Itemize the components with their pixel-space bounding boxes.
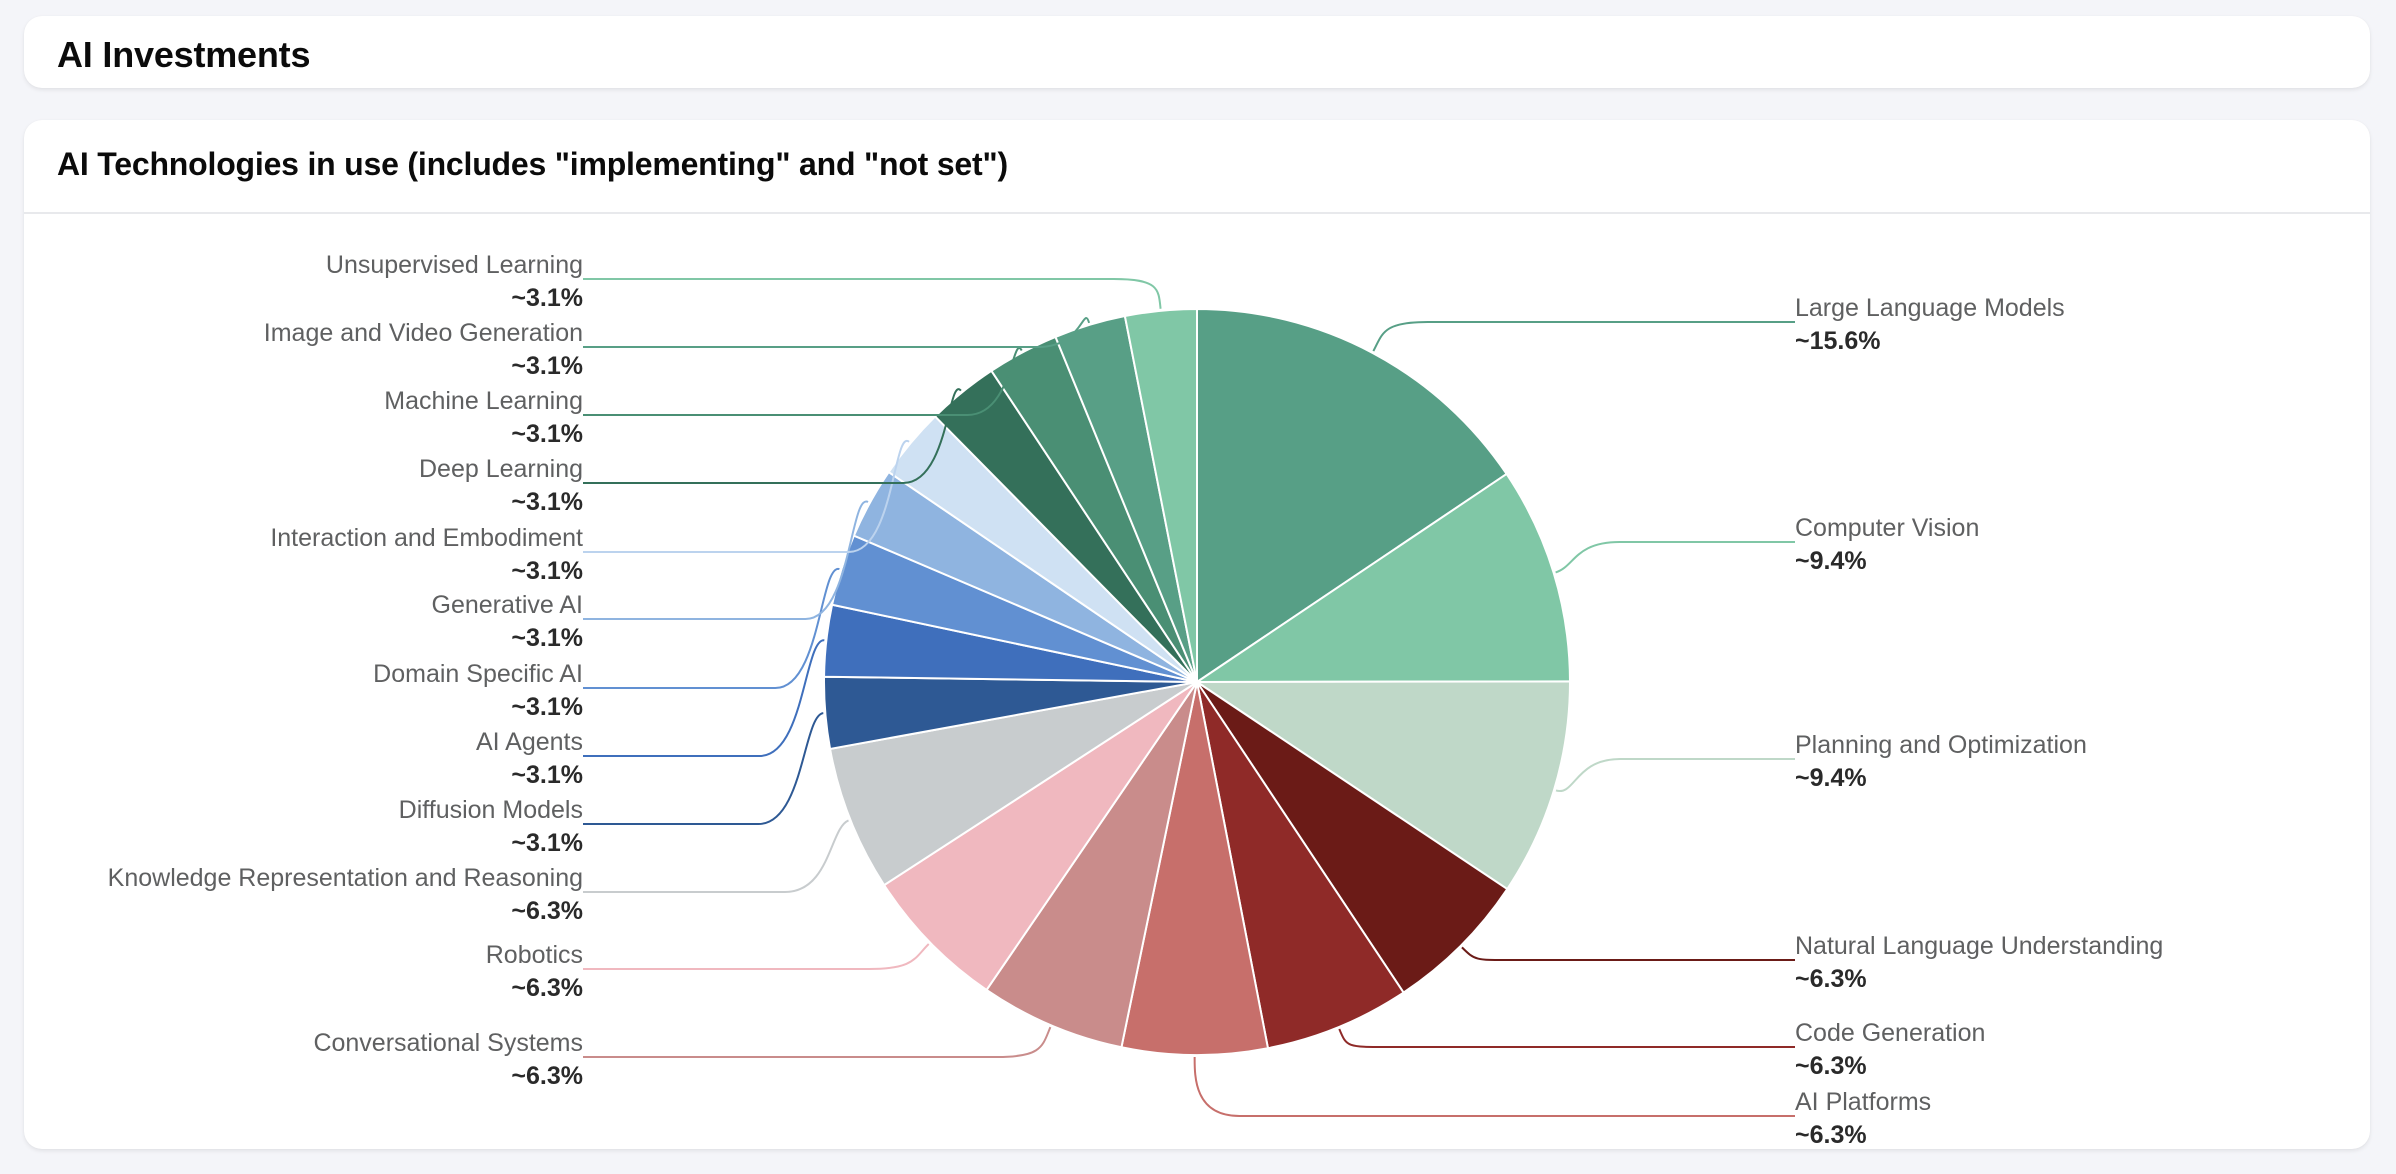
slice-label-percent: ~3.1% — [511, 761, 583, 789]
slice-label-name: Domain Specific AI — [373, 660, 583, 688]
slice-label-percent: ~3.1% — [511, 284, 583, 312]
pie-slice[interactable] — [1196, 681, 1509, 994]
pie-slice[interactable] — [1120, 681, 1270, 1056]
slice-label: Interaction and Embodiment ~3.1% — [270, 526, 583, 584]
leader-line — [1461, 946, 1795, 962]
chart-card: AI Technologies in use (includes "implem… — [24, 120, 2370, 1149]
slice-label-name: Generative AI — [431, 591, 583, 619]
slice-label-percent: ~3.1% — [511, 624, 583, 652]
slice-label: Image and Video Generation ~3.1% — [264, 321, 583, 379]
slice-label-name: Conversational Systems — [313, 1029, 583, 1057]
slice-label-name: Computer Vision — [1795, 514, 1980, 542]
slice-label: Domain Specific AI ~3.1% — [373, 662, 583, 720]
leader-line — [583, 568, 840, 689]
slice-label-name: Planning and Optimization — [1795, 731, 2087, 759]
pie-slice[interactable] — [985, 681, 1198, 1049]
leader-line — [1555, 758, 1795, 793]
slice-label-name: AI Agents — [475, 728, 583, 756]
slice-label-percent: ~6.3% — [1795, 1121, 1867, 1149]
slice-label: Code Generation ~6.3% — [1795, 1021, 1985, 1079]
pie-slice[interactable] — [882, 681, 1198, 992]
slice-label-name: Natural Language Understanding — [1795, 932, 2164, 960]
leader-line — [583, 500, 869, 620]
slice-label-percent: ~9.4% — [1795, 547, 1867, 575]
leader-line — [1372, 321, 1795, 352]
slice-label-name: Knowledge Representation and Reasoning — [107, 864, 583, 892]
chart-card-header: AI Technologies in use (includes "implem… — [24, 120, 2370, 214]
slice-label: Machine Learning ~3.1% — [384, 389, 583, 447]
slice-label-percent: ~3.1% — [511, 557, 583, 585]
leader-line — [583, 278, 1162, 309]
leader-line — [583, 943, 930, 970]
slice-label-name: Deep Learning — [418, 455, 583, 483]
leader-line — [1555, 541, 1795, 574]
pie-slice[interactable] — [1196, 307, 1508, 684]
slice-label: Planning and Optimization ~9.4% — [1795, 733, 2087, 791]
slice-label-percent: ~9.4% — [1795, 764, 1867, 792]
slice-label: AI Platforms ~6.3% — [1795, 1090, 1931, 1148]
slice-label: Generative AI ~3.1% — [432, 593, 583, 651]
slice-label-percent: ~3.1% — [511, 420, 583, 448]
leader-line — [1193, 1056, 1795, 1117]
chart-title: AI Technologies in use (includes "implem… — [57, 146, 1008, 182]
slice-label-name: AI Platforms — [1795, 1088, 1932, 1116]
slice-label: Computer Vision ~9.4% — [1795, 516, 1979, 574]
pie-slice[interactable] — [1123, 307, 1198, 683]
slice-label-name: Interaction and Embodiment — [270, 524, 583, 552]
slice-label-percent: ~6.3% — [511, 1062, 583, 1090]
slice-label: Conversational Systems ~6.3% — [313, 1031, 583, 1089]
slice-label-percent: ~3.1% — [511, 352, 583, 380]
leader-line — [1338, 1028, 1795, 1049]
slice-label: Large Language Models ~15.6% — [1795, 296, 2065, 354]
slice-label-percent: ~6.3% — [511, 974, 583, 1002]
slice-label-percent: ~6.3% — [1795, 965, 1867, 993]
slice-label-percent: ~3.1% — [511, 488, 583, 516]
leader-line — [583, 388, 962, 484]
page-header-card: AI Investments — [24, 16, 2370, 88]
leader-line — [583, 712, 824, 825]
slice-label-name: Machine Learning — [384, 387, 583, 415]
slice-label-percent: ~6.3% — [1795, 1052, 1867, 1080]
leader-line — [583, 440, 910, 553]
page-title: AI Investments — [57, 34, 311, 75]
pie-slice[interactable] — [1193, 472, 1572, 684]
slice-label: Knowledge Representation and Reasoning ~6… — [108, 866, 583, 924]
slice-label-name: Large Language Models — [1795, 294, 2065, 322]
leader-line — [583, 819, 850, 893]
pie-slice[interactable] — [1196, 681, 1405, 1050]
leader-line — [583, 639, 825, 757]
slice-label-name: Code Generation — [1795, 1019, 1986, 1047]
pie-chart — [583, 278, 1795, 1117]
slice-label: Unsupervised Learning ~3.1% — [326, 253, 583, 311]
leader-line — [583, 316, 1091, 348]
slice-label-name: Unsupervised Learning — [325, 251, 583, 279]
slice-label: AI Agents ~3.1% — [476, 730, 583, 788]
slice-label-name: Diffusion Models — [398, 796, 583, 824]
leader-line — [583, 1026, 1052, 1058]
leader-line — [583, 347, 1023, 416]
slice-label: Diffusion Models ~3.1% — [399, 798, 583, 856]
slice-label-percent: ~3.1% — [511, 829, 583, 857]
slice-label: Deep Learning ~3.1% — [419, 457, 583, 515]
slice-label-percent: ~6.3% — [511, 897, 583, 925]
slice-label-name: Robotics — [485, 941, 583, 969]
slice-label-name: Image and Video Generation — [263, 319, 583, 347]
slice-label: Robotics ~6.3% — [486, 943, 583, 1001]
slice-label-percent: ~15.6% — [1795, 327, 1881, 355]
slice-label-percent: ~3.1% — [511, 693, 583, 721]
pie-slice[interactable] — [1193, 680, 1572, 891]
slice-label: Natural Language Understanding ~6.3% — [1795, 934, 2163, 992]
